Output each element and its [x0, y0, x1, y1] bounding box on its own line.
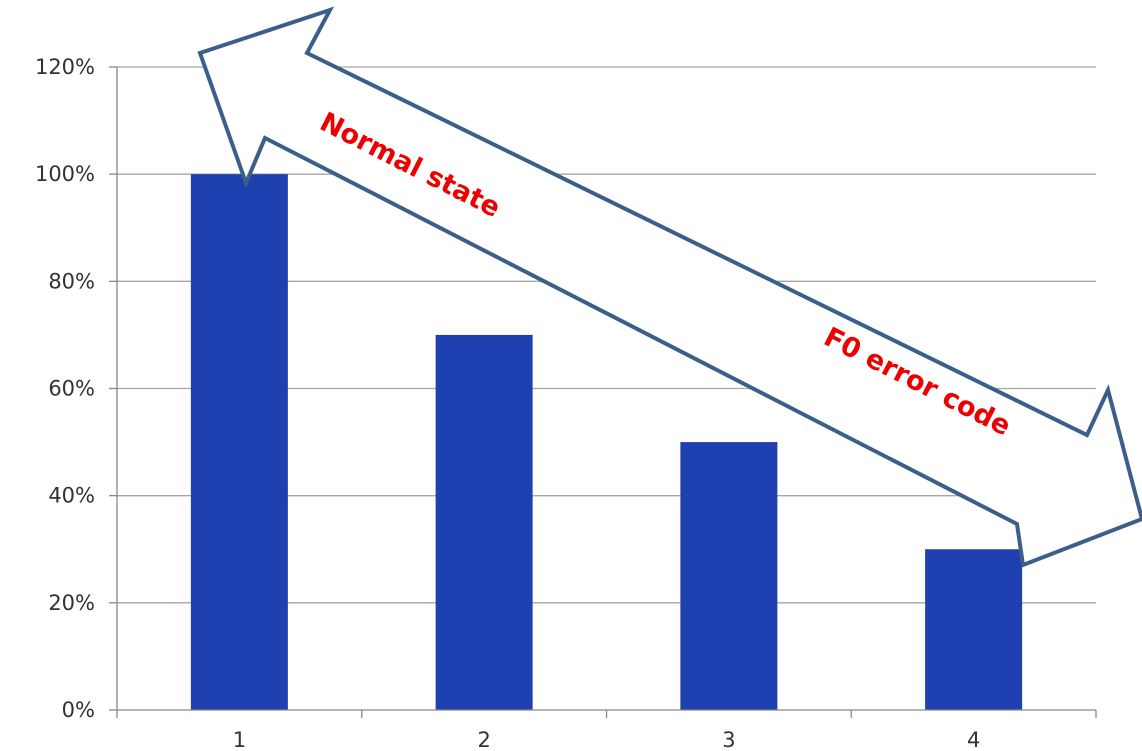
- y-tick-label: 0%: [62, 698, 95, 722]
- bar-1: [190, 174, 288, 710]
- bar-3: [680, 442, 778, 710]
- bars: [190, 174, 1023, 710]
- bar-4: [925, 549, 1023, 710]
- y-tick-label: 80%: [48, 269, 95, 293]
- x-tick-label: 3: [722, 728, 735, 751]
- y-tick-label: 20%: [48, 591, 95, 615]
- bar-2: [435, 334, 533, 710]
- y-tick-label: 100%: [35, 162, 95, 186]
- y-tick-label: 40%: [48, 484, 95, 508]
- x-tick-label: 1: [233, 728, 246, 751]
- y-tick-labels: 0% 20% 40% 60% 80% 100% 120%: [35, 55, 95, 722]
- axes: [116, 67, 1097, 718]
- y-tick-label: 120%: [35, 55, 95, 79]
- x-tick-label: 4: [967, 728, 980, 751]
- x-tick-label: 2: [477, 728, 490, 751]
- double-headed-arrow: [197, 6, 1142, 568]
- y-tick-label: 60%: [48, 377, 95, 401]
- x-tick-labels: 1 2 3 4: [233, 728, 981, 751]
